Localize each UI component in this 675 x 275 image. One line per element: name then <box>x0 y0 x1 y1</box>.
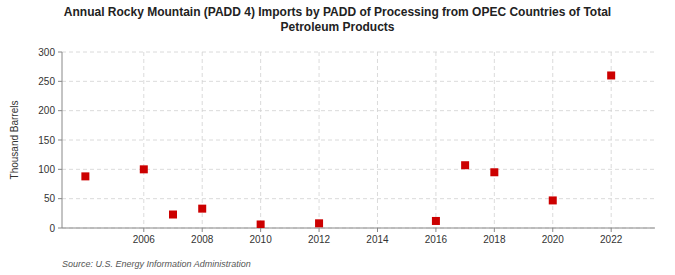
grid-line-x <box>143 52 144 228</box>
point <box>607 71 615 79</box>
grid-line-x <box>202 52 203 228</box>
point <box>81 172 89 180</box>
title-line: Petroleum Products <box>280 20 394 34</box>
tick-x <box>143 228 144 232</box>
points <box>81 71 615 228</box>
grid-line-y <box>62 110 655 111</box>
tick-label-x: 2012 <box>308 234 331 245</box>
tick-x <box>435 228 436 232</box>
tick-x <box>611 228 612 232</box>
tick-y <box>58 169 62 170</box>
point <box>257 220 265 228</box>
grid-line-x <box>260 52 261 228</box>
tick-label-x: 2014 <box>366 234 389 245</box>
source-note: Source: U.S. Energy Information Administ… <box>62 259 251 269</box>
grid-line-y <box>62 81 655 82</box>
tick-label-x: 2020 <box>542 234 565 245</box>
y-axis-label: Thousand Barrels <box>9 101 20 180</box>
tick-x <box>377 228 378 232</box>
tick-x <box>260 228 261 232</box>
tick-y <box>58 198 62 199</box>
tick-label-x: 2010 <box>250 234 273 245</box>
tick-x <box>552 228 553 232</box>
title-line: Annual Rocky Mountain (PADD 4) Imports b… <box>64 5 611 19</box>
tick-label-y: 150 <box>38 135 55 146</box>
tick-label-y: 50 <box>44 193 56 204</box>
tick-label-y: 250 <box>38 76 55 87</box>
point <box>198 205 206 213</box>
tick-y <box>58 140 62 141</box>
x-axis-line <box>62 228 655 229</box>
tick-y <box>58 110 62 111</box>
point <box>169 211 177 219</box>
point <box>490 168 498 176</box>
tick-label-y: 0 <box>49 223 55 234</box>
grid-line-y <box>62 198 655 199</box>
tick-x <box>319 228 320 232</box>
tick-x <box>494 228 495 232</box>
grid-line-y <box>62 228 655 229</box>
grid-line-x <box>435 52 436 228</box>
point <box>140 165 148 173</box>
point <box>432 217 440 225</box>
tick-label-x: 2018 <box>483 234 506 245</box>
grid-line-x <box>319 52 320 228</box>
grid-line-x <box>377 52 378 228</box>
tick-label-y: 200 <box>38 105 55 116</box>
tick-x <box>202 228 203 232</box>
tick-label-x: 2006 <box>133 234 156 245</box>
point <box>315 219 323 227</box>
grid-line-y <box>62 169 655 170</box>
grid-line-y <box>62 52 655 53</box>
point <box>549 196 557 204</box>
grid-line-y <box>62 140 655 141</box>
tick-y <box>58 228 62 229</box>
tick-label-x: 2008 <box>191 234 214 245</box>
title: Annual Rocky Mountain (PADD 4) Imports b… <box>64 5 611 34</box>
chart: Annual Rocky Mountain (PADD 4) Imports b… <box>0 0 675 275</box>
axes: 0 50 100 150 200 250 300 2006 2008 2010 2012 2014 20… <box>38 47 655 246</box>
tick-label-x: 2016 <box>425 234 448 245</box>
tick-label-x: 2022 <box>600 234 623 245</box>
grid <box>62 52 655 228</box>
tick-label-y: 100 <box>38 164 55 175</box>
tick-y <box>58 52 62 53</box>
grid-line-x <box>494 52 495 228</box>
y-axis-line <box>62 52 63 228</box>
tick-label-y: 300 <box>38 47 55 58</box>
tick-y <box>58 81 62 82</box>
point <box>461 161 469 169</box>
